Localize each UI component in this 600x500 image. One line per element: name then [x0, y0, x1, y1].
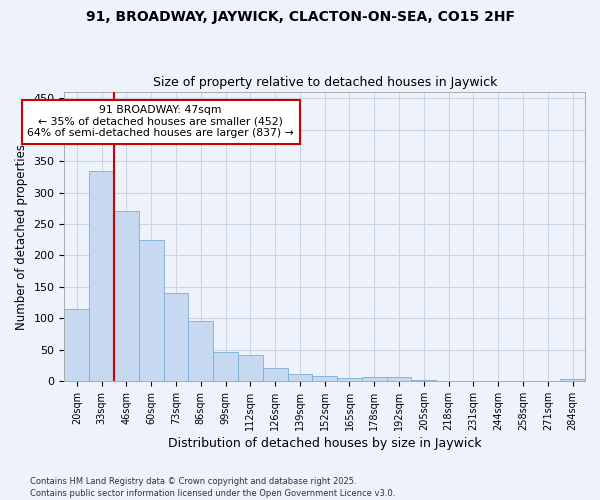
Bar [238, 354, 263, 381]
Bar [188, 322, 213, 381]
Bar [337, 378, 362, 381]
Bar [263, 368, 287, 381]
Bar [139, 240, 164, 381]
Bar [313, 376, 337, 381]
Bar [164, 293, 188, 381]
Bar [386, 377, 412, 381]
Y-axis label: Number of detached properties: Number of detached properties [15, 144, 28, 330]
Bar [412, 380, 436, 381]
Text: 91, BROADWAY, JAYWICK, CLACTON-ON-SEA, CO15 2HF: 91, BROADWAY, JAYWICK, CLACTON-ON-SEA, C… [86, 10, 515, 24]
Text: Contains HM Land Registry data © Crown copyright and database right 2025.
Contai: Contains HM Land Registry data © Crown c… [30, 476, 395, 498]
X-axis label: Distribution of detached houses by size in Jaywick: Distribution of detached houses by size … [168, 437, 482, 450]
Bar [213, 352, 238, 381]
Bar [64, 308, 89, 381]
Bar [560, 379, 585, 381]
Bar [114, 212, 139, 381]
Text: 91 BROADWAY: 47sqm
← 35% of detached houses are smaller (452)
64% of semi-detach: 91 BROADWAY: 47sqm ← 35% of detached hou… [28, 105, 294, 138]
Title: Size of property relative to detached houses in Jaywick: Size of property relative to detached ho… [152, 76, 497, 90]
Bar [89, 170, 114, 381]
Bar [287, 374, 313, 381]
Bar [362, 377, 386, 381]
